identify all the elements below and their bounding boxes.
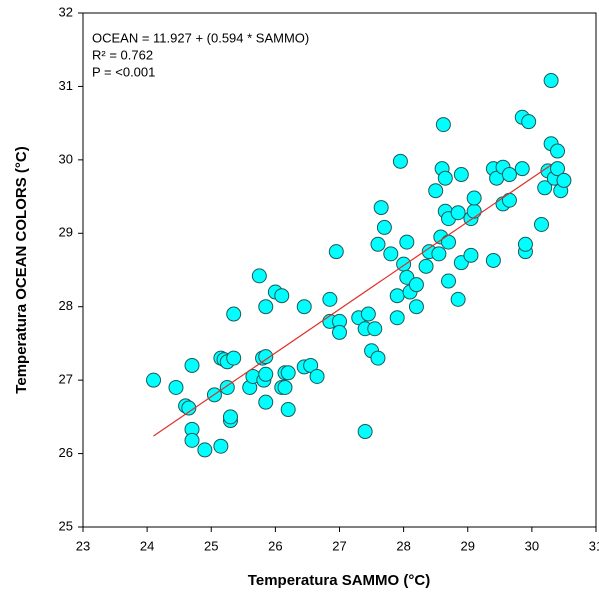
y-tick-label: 27 [59, 372, 73, 387]
scatter-point [309, 368, 325, 384]
scatter-point [392, 153, 408, 169]
scatter-point [360, 306, 376, 322]
scatter-point [383, 246, 399, 262]
x-tick-label: 27 [332, 538, 346, 553]
y-tick-label: 25 [59, 518, 73, 533]
scatter-point [376, 219, 392, 235]
scatter-point [370, 350, 386, 366]
scatter-point [389, 288, 405, 304]
scatter-point [373, 200, 389, 216]
y-tick-label: 30 [59, 151, 73, 166]
y-tick-label: 31 [59, 78, 73, 93]
scatter-point [226, 350, 242, 366]
scatter-point [146, 372, 162, 388]
scatter-point [550, 143, 566, 159]
x-tick-label: 30 [525, 538, 539, 553]
scatter-point [485, 252, 501, 268]
scatter-point [296, 299, 312, 315]
plot-frame [82, 12, 597, 528]
scatter-point [181, 400, 197, 416]
scatter-point [222, 409, 238, 425]
scatter-point [303, 357, 319, 373]
annotation: OCEAN = 11.927 + (0.594 * SAMMO) [92, 30, 309, 45]
scatter-point [453, 167, 469, 183]
x-tick-label: 29 [461, 538, 475, 553]
scatter-point [441, 273, 457, 289]
scatter-point [367, 321, 383, 337]
scatter-point [184, 357, 200, 373]
scatter-point [322, 291, 338, 307]
scatter-point [514, 161, 530, 177]
scatter-point [537, 180, 553, 196]
scatter-point [258, 394, 274, 410]
scatter-point [258, 349, 274, 365]
scatter-point [521, 114, 537, 130]
scatter-point [213, 438, 229, 454]
scatter-point [463, 247, 479, 263]
scatter-point [543, 73, 559, 89]
x-tick-label: 23 [76, 538, 90, 553]
x-tick-label: 31 [589, 538, 599, 553]
scatter-point [428, 183, 444, 199]
scatter-point [431, 246, 447, 262]
x-tick-label: 24 [140, 538, 154, 553]
x-axis-title: Temperatura SAMMO (°C) [248, 572, 430, 589]
x-tick-label: 25 [204, 538, 218, 553]
scatter-point [357, 424, 373, 440]
scatter-point [328, 244, 344, 260]
scatter-point [466, 203, 482, 219]
scatter-point [399, 234, 415, 250]
scatter-point [184, 432, 200, 448]
scatter-point [280, 365, 296, 381]
y-tick-label: 28 [59, 298, 73, 313]
scatter-point [437, 170, 453, 186]
annotation: R² = 0.762 [92, 47, 153, 62]
scatter-point [408, 277, 424, 293]
y-axis-title: Temperatura OCEAN COLORS (°C) [13, 146, 30, 393]
scatter-point [274, 288, 290, 304]
x-tick-label: 26 [268, 538, 282, 553]
scatter-point [450, 291, 466, 307]
scatter-point [418, 258, 434, 274]
scatter-point [533, 216, 549, 232]
scatter-point [501, 167, 517, 183]
scatter-point [251, 268, 267, 284]
scatter-point [258, 299, 274, 315]
scatter-point [450, 205, 466, 221]
scatter-point [280, 402, 296, 418]
y-tick-label: 26 [59, 445, 73, 460]
scatter-point [277, 379, 293, 395]
y-tick-label: 29 [59, 225, 73, 240]
scatter-point [550, 161, 566, 177]
scatter-point [389, 310, 405, 326]
x-tick-label: 28 [396, 538, 410, 553]
scatter-point [441, 234, 457, 250]
scatter-point [332, 324, 347, 340]
scatter-point [226, 306, 242, 322]
scatter-point [197, 442, 213, 458]
scatter-point [408, 299, 424, 315]
scatter-point [370, 236, 386, 252]
scatter-point [258, 366, 274, 382]
scatter-point [168, 379, 184, 395]
y-tick-label: 32 [59, 4, 73, 19]
annotation: P = <0.001 [92, 64, 155, 79]
scatter-point [435, 117, 451, 133]
scatter-point [501, 192, 517, 208]
scatter-point [517, 236, 533, 252]
scatter-point [556, 172, 572, 188]
scatter-point [466, 190, 482, 206]
regression-line [153, 164, 552, 437]
